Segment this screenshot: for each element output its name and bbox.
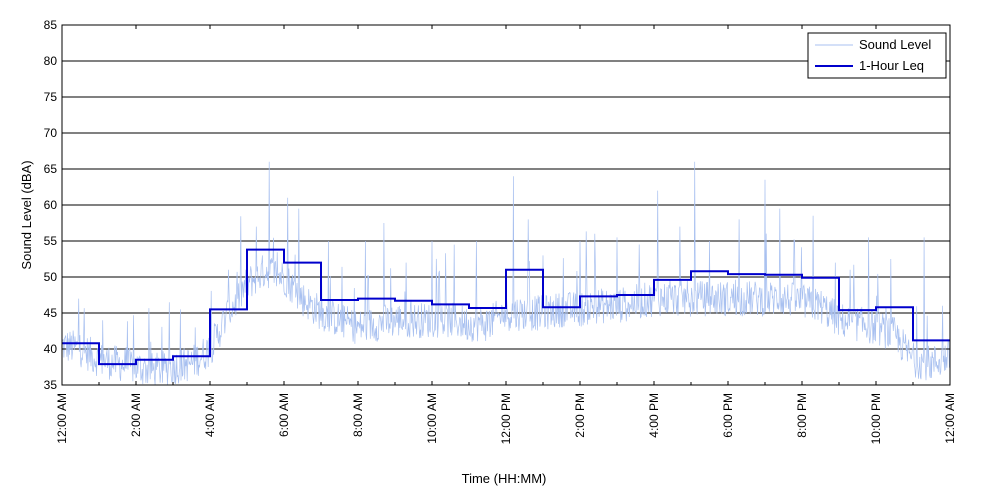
y-tick-label: 80	[44, 54, 58, 68]
x-tick-label: 4:00 PM	[647, 393, 661, 438]
series-1-hour-leq	[62, 248, 950, 366]
x-tick-label: 12:00 AM	[55, 393, 69, 444]
x-tick-label: 2:00 PM	[573, 393, 587, 438]
y-tick-label: 55	[44, 234, 58, 248]
x-tick-label: 6:00 PM	[721, 393, 735, 438]
y-axis-label: Sound Level (dBA)	[19, 160, 34, 269]
x-tick-label: 8:00 PM	[795, 393, 809, 438]
series-layer	[61, 161, 951, 386]
x-tick-label: 6:00 AM	[277, 393, 291, 437]
y-tick-label: 70	[44, 126, 58, 140]
x-tick-label: 10:00 AM	[425, 393, 439, 444]
y-tick-label: 65	[44, 162, 58, 176]
legend-box	[807, 32, 947, 79]
y-axis: 35 40 45 50 55 60 65 70 75 80 85	[44, 18, 950, 392]
y-tick-label: 85	[44, 18, 58, 32]
y-tick-label: 35	[44, 378, 58, 392]
x-axis: 12:00 AM 2:00 AM 4:00 AM 6:00 AM 8:00 AM 10:0…	[55, 25, 957, 444]
x-tick-label: 10:00 PM	[869, 393, 883, 444]
x-tick-label: 12:00 PM	[499, 393, 513, 444]
x-tick-label: 2:00 AM	[129, 393, 143, 437]
x-tick-label: 8:00 AM	[351, 393, 365, 437]
x-tick-label: 12:00 AM	[943, 393, 957, 444]
y-tick-label: 40	[44, 342, 58, 356]
y-tick-label: 50	[44, 270, 58, 284]
legend-label-1-hour-leq: 1-Hour Leq	[859, 58, 924, 73]
y-tick-label: 45	[44, 306, 58, 320]
y-tick-label: 75	[44, 90, 58, 104]
x-tick-label: 4:00 AM	[203, 393, 217, 437]
y-tick-label: 60	[44, 198, 58, 212]
legend: Sound Level 1-Hour Leq	[807, 32, 947, 79]
legend-label-sound-level: Sound Level	[859, 37, 931, 52]
x-axis-label: Time (HH:MM)	[462, 471, 547, 486]
